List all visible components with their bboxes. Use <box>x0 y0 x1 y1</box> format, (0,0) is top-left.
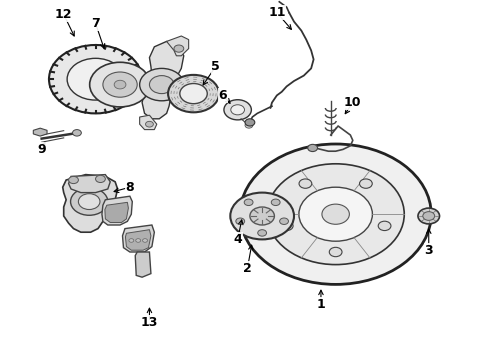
Polygon shape <box>142 41 184 119</box>
Circle shape <box>149 76 174 94</box>
Circle shape <box>230 193 294 239</box>
Circle shape <box>140 68 184 101</box>
Circle shape <box>299 179 312 188</box>
Circle shape <box>244 199 253 206</box>
Text: 11: 11 <box>268 6 286 19</box>
Polygon shape <box>102 196 132 225</box>
Circle shape <box>67 58 124 100</box>
Polygon shape <box>63 175 118 232</box>
Polygon shape <box>122 225 154 252</box>
Text: 8: 8 <box>125 181 134 194</box>
Text: 1: 1 <box>317 298 325 311</box>
Text: 2: 2 <box>243 262 252 275</box>
Text: 5: 5 <box>211 60 220 73</box>
Circle shape <box>180 84 207 104</box>
Polygon shape <box>125 230 151 250</box>
Text: 3: 3 <box>424 244 433 257</box>
Text: 6: 6 <box>219 89 227 102</box>
Circle shape <box>129 239 134 242</box>
Text: 9: 9 <box>37 143 46 156</box>
Circle shape <box>236 218 245 225</box>
Text: 13: 13 <box>141 316 158 329</box>
Circle shape <box>360 179 372 188</box>
Circle shape <box>90 62 150 107</box>
Circle shape <box>245 122 253 128</box>
Circle shape <box>299 187 372 241</box>
Polygon shape <box>105 202 128 222</box>
Text: 7: 7 <box>91 17 100 30</box>
Circle shape <box>136 239 141 242</box>
Circle shape <box>240 144 431 284</box>
Polygon shape <box>135 252 151 277</box>
Circle shape <box>322 204 349 224</box>
Circle shape <box>418 208 440 224</box>
Circle shape <box>267 164 404 265</box>
Circle shape <box>146 121 153 127</box>
Circle shape <box>73 130 81 136</box>
Circle shape <box>271 199 280 206</box>
Circle shape <box>224 100 251 120</box>
Circle shape <box>71 188 108 215</box>
Circle shape <box>258 230 267 236</box>
Circle shape <box>378 221 391 230</box>
Circle shape <box>103 72 137 97</box>
Circle shape <box>69 176 78 184</box>
Circle shape <box>78 194 100 210</box>
Polygon shape <box>140 115 157 130</box>
Circle shape <box>49 45 142 113</box>
Circle shape <box>329 247 342 257</box>
Text: 12: 12 <box>55 8 73 21</box>
Polygon shape <box>69 175 110 193</box>
Circle shape <box>280 218 289 225</box>
Circle shape <box>280 221 293 230</box>
Text: 4: 4 <box>233 233 242 246</box>
Text: 10: 10 <box>344 96 362 109</box>
Circle shape <box>250 207 274 225</box>
Circle shape <box>114 80 126 89</box>
Polygon shape <box>33 128 47 136</box>
Circle shape <box>174 45 184 52</box>
Circle shape <box>168 75 219 112</box>
Polygon shape <box>167 36 189 56</box>
Circle shape <box>423 212 435 220</box>
Circle shape <box>308 144 318 152</box>
Circle shape <box>231 105 245 115</box>
Circle shape <box>143 239 147 242</box>
Circle shape <box>96 175 105 183</box>
Circle shape <box>245 119 255 126</box>
